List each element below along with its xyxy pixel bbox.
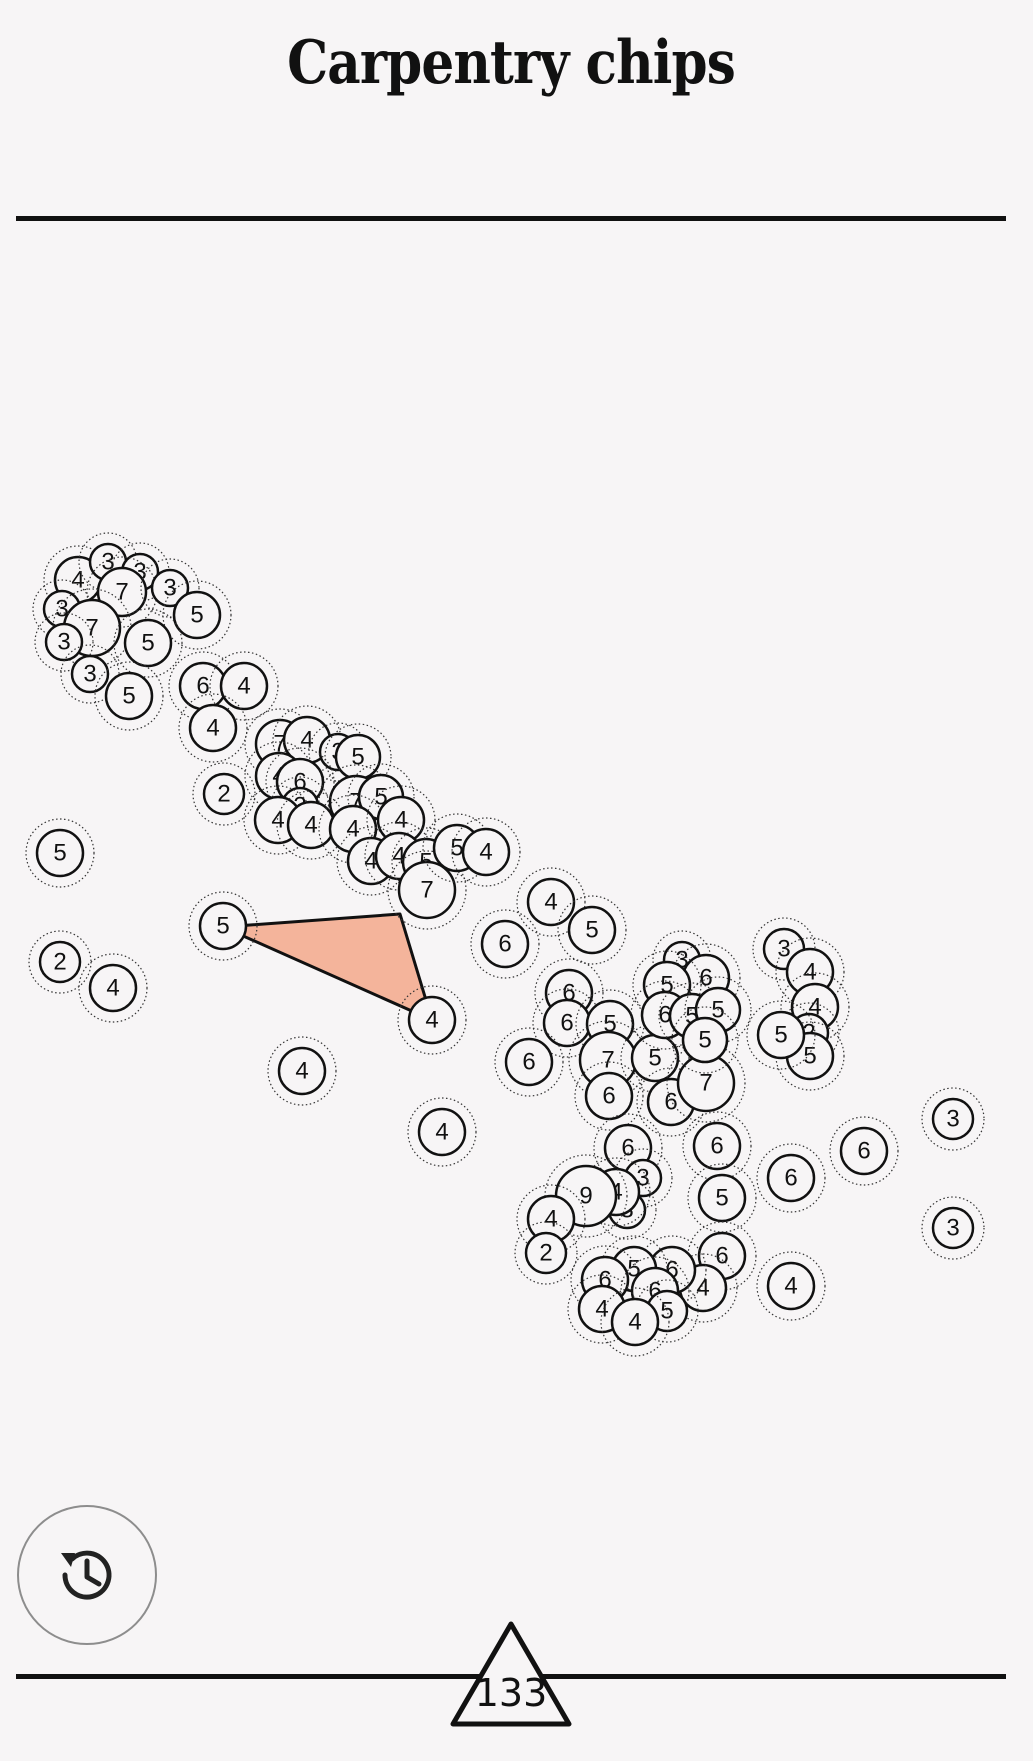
game-piece[interactable]: 4: [79, 954, 147, 1022]
piece-number: 5: [190, 602, 203, 629]
piece-number: 4: [106, 975, 119, 1002]
piece-number: 4: [304, 812, 317, 839]
piece-number: 7: [601, 1047, 614, 1074]
piece-number: 5: [53, 840, 66, 867]
game-piece[interactable]: 5: [163, 581, 231, 649]
piece-number: 7: [115, 579, 128, 606]
piece-number: 5: [774, 1022, 787, 1049]
piece-number: 5: [660, 1298, 673, 1325]
game-piece[interactable]: 3: [922, 1197, 984, 1259]
piece-number: 4: [71, 567, 84, 594]
piece-number: 6: [560, 1010, 573, 1037]
piece-number: 5: [803, 1043, 816, 1070]
piece-number: 6: [664, 1089, 677, 1116]
piece-number: 6: [196, 673, 209, 700]
game-piece[interactable]: 5: [688, 1164, 756, 1232]
piece-number: 4: [425, 1007, 438, 1034]
piece-number: 5: [141, 630, 154, 657]
piece-number: 6: [857, 1138, 870, 1165]
game-piece[interactable]: 4: [452, 818, 520, 886]
piece-number: 6: [498, 931, 511, 958]
piece-number: 6: [710, 1133, 723, 1160]
piece-number: 6: [699, 965, 712, 992]
piece-number: 4: [479, 839, 492, 866]
game-piece[interactable]: 5: [672, 1007, 738, 1073]
piece-number: 2: [217, 781, 230, 808]
piece-number: 6: [715, 1243, 728, 1270]
piece-number: 4: [696, 1275, 709, 1302]
piece-number: 6: [602, 1083, 615, 1110]
game-piece[interactable]: 2: [29, 931, 91, 993]
piece-number: 6: [522, 1049, 535, 1076]
game-piece[interactable]: 6: [471, 910, 539, 978]
piece-number: 5: [585, 917, 598, 944]
piece-number: 3: [946, 1106, 959, 1133]
game-piece[interactable]: 5: [26, 819, 94, 887]
game-piece[interactable]: 2: [193, 763, 255, 825]
piece-number: 9: [579, 1183, 592, 1210]
pieces-layer[interactable]: 4337353735356442524544474354637544444457…: [26, 533, 984, 1356]
piece-number: 5: [216, 913, 229, 940]
score-value: 133: [449, 1674, 573, 1712]
piece-number: 5: [648, 1045, 661, 1072]
piece-number: 3: [946, 1215, 959, 1242]
piece-number: 4: [295, 1058, 308, 1085]
piece-number: 5: [351, 744, 364, 771]
piece-number: 4: [544, 1206, 557, 1233]
piece-number: 4: [237, 673, 250, 700]
score-badge: 133: [449, 1620, 573, 1728]
piece-number: 4: [803, 959, 816, 986]
piece-number: 4: [435, 1119, 448, 1146]
game-piece[interactable]: 4: [408, 1098, 476, 1166]
piece-number: 5: [698, 1027, 711, 1054]
game-piece[interactable]: 6: [683, 1112, 751, 1180]
piece-number: 4: [346, 816, 359, 843]
history-button[interactable]: [17, 1505, 157, 1645]
piece-number: 3: [83, 661, 96, 688]
piece-number: 7: [699, 1070, 712, 1097]
piece-number: 4: [394, 807, 407, 834]
game-piece[interactable]: 4: [268, 1037, 336, 1105]
game-piece[interactable]: 6: [830, 1117, 898, 1185]
game-piece[interactable]: 5: [189, 892, 257, 960]
piece-number: 4: [206, 715, 219, 742]
piece-number: 5: [715, 1185, 728, 1212]
piece-number: 7: [420, 877, 433, 904]
piece-number: 3: [57, 629, 70, 656]
game-piece[interactable]: 5: [558, 896, 626, 964]
game-piece[interactable]: 5: [114, 609, 182, 677]
game-piece[interactable]: 4: [757, 1252, 825, 1320]
piece-number: 7: [85, 615, 98, 642]
piece-number: 4: [544, 889, 557, 916]
selection-polygon: [223, 914, 432, 1020]
piece-number: 2: [539, 1240, 552, 1267]
piece-number: 4: [784, 1273, 797, 1300]
piece-number: 4: [595, 1296, 608, 1323]
piece-number: 4: [271, 807, 284, 834]
game-piece[interactable]: 6: [757, 1144, 825, 1212]
game-piece[interactable]: 3: [922, 1088, 984, 1150]
piece-number: 6: [621, 1135, 634, 1162]
history-icon: [51, 1539, 123, 1611]
game-piece[interactable]: 5: [95, 662, 163, 730]
piece-number: 3: [163, 575, 176, 602]
piece-number: 4: [628, 1309, 641, 1336]
piece-number: 6: [784, 1165, 797, 1192]
game-piece[interactable]: 4: [398, 986, 466, 1054]
piece-number: 5: [122, 683, 135, 710]
piece-number: 4: [300, 727, 313, 754]
piece-number: 2: [53, 949, 66, 976]
